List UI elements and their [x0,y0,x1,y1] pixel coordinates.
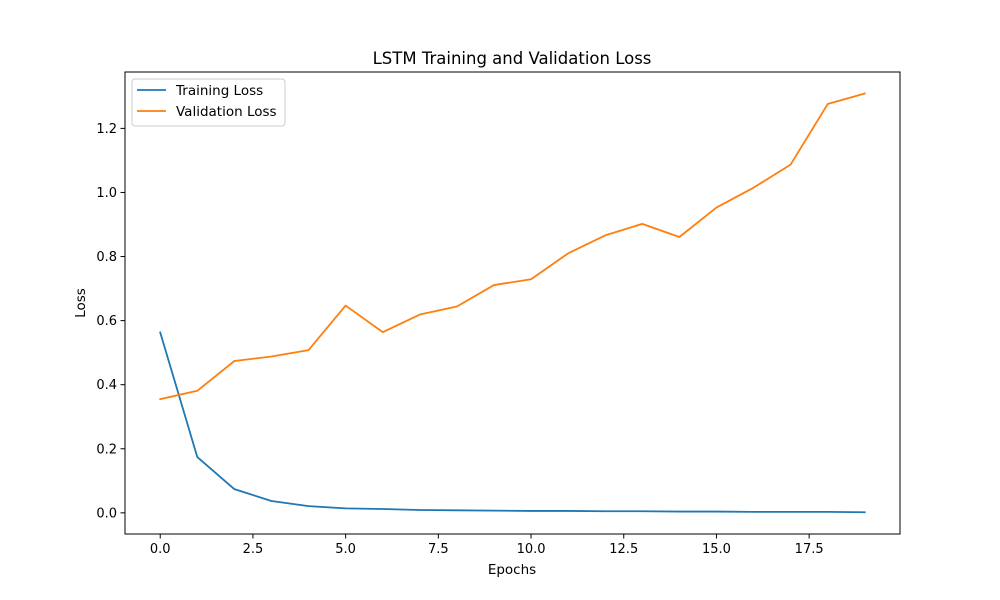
x-tick-label: 7.5 [428,542,449,557]
y-tick-label: 1.0 [96,186,117,201]
legend: Training Loss Validation Loss [131,78,286,127]
x-tick-label: 10.0 [517,542,546,557]
x-axis-label: Epochs [488,562,536,578]
plot-frame [124,71,901,535]
y-tick-label: 0.2 [96,442,117,457]
y-tick-label: 0.8 [96,250,117,265]
y-tick-label: 0.6 [96,314,117,329]
x-tick-label: 5.0 [335,542,356,557]
x-axis: 0.0 2.5 5.0 7.5 10.0 12.5 15.0 17.5 [150,534,824,557]
legend-label-training-loss: Training Loss [175,83,263,99]
legend-box [131,78,286,127]
x-tick-label: 0.0 [150,542,171,557]
y-tick-label: 0.4 [96,378,117,393]
legend-label-validation-loss: Validation Loss [176,104,277,120]
y-tick-label: 1.2 [96,122,117,137]
plot-area [159,92,866,514]
y-tick-label: 0.0 [96,506,117,521]
x-tick-label: 15.0 [702,542,731,557]
x-tick-label: 17.5 [795,542,824,557]
x-tick-label: 2.5 [243,542,264,557]
series-line-training-loss [159,331,866,514]
chart-title: LSTM Training and Validation Loss [373,49,652,68]
y-axis: 0.0 0.2 0.4 0.6 0.8 1.0 1.2 [96,122,125,521]
series-line-validation-loss [159,92,866,401]
y-axis-label: Loss [73,288,89,318]
x-tick-label: 12.5 [609,542,638,557]
